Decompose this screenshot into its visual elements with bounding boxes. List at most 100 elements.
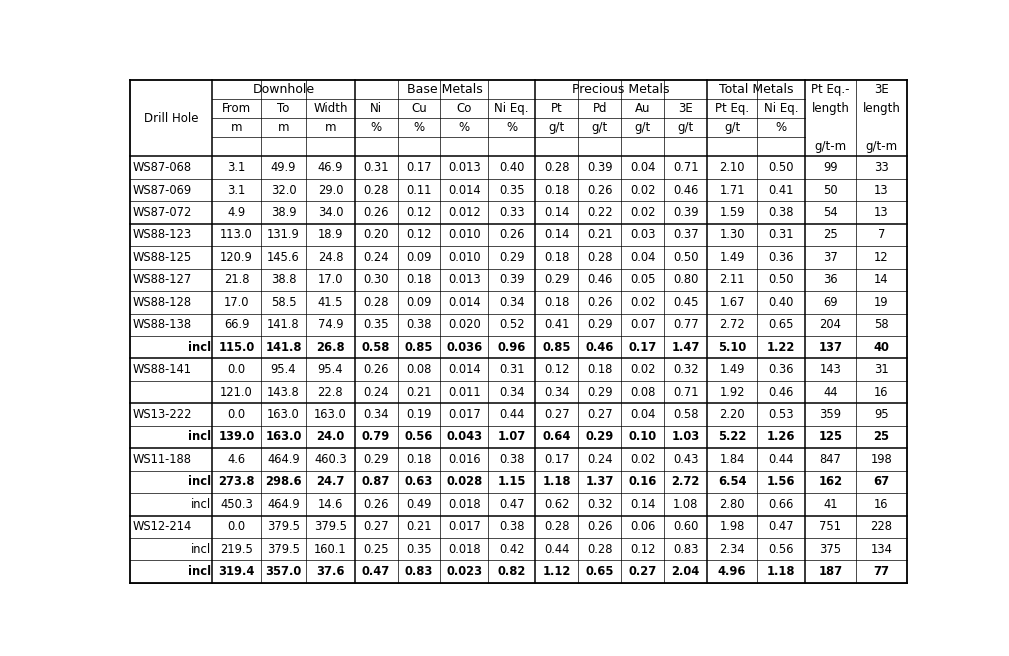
Text: 113.0: 113.0 [220, 228, 253, 241]
Text: 0.17: 0.17 [629, 340, 657, 354]
Text: 0.013: 0.013 [448, 274, 480, 287]
Text: 0.27: 0.27 [629, 565, 657, 578]
Text: 0.34: 0.34 [498, 296, 525, 309]
Text: 5.10: 5.10 [718, 340, 747, 354]
Text: 0.52: 0.52 [498, 318, 525, 331]
Text: 0.85: 0.85 [405, 340, 433, 354]
Text: 0.0: 0.0 [227, 520, 245, 533]
Text: 13: 13 [874, 206, 889, 219]
Text: 0.28: 0.28 [363, 296, 388, 309]
Text: length: length [863, 102, 900, 115]
Text: 0.27: 0.27 [544, 408, 569, 421]
Text: incl: incl [191, 543, 211, 556]
Text: incl: incl [188, 340, 211, 354]
Text: 0.24: 0.24 [363, 251, 388, 264]
Text: 16: 16 [874, 498, 889, 511]
Text: 0.04: 0.04 [630, 408, 655, 421]
Text: 0.42: 0.42 [498, 543, 525, 556]
Text: 0.46: 0.46 [673, 184, 698, 197]
Text: 0.17: 0.17 [544, 453, 569, 466]
Text: 319.4: 319.4 [218, 565, 254, 578]
Text: 0.16: 0.16 [629, 476, 657, 488]
Text: g/t: g/t [724, 121, 741, 134]
Text: 0.35: 0.35 [498, 184, 525, 197]
Text: 0.04: 0.04 [630, 251, 655, 264]
Text: m: m [231, 121, 242, 134]
Text: 0.35: 0.35 [407, 543, 432, 556]
Text: 464.9: 464.9 [267, 498, 300, 511]
Text: 219.5: 219.5 [220, 543, 253, 556]
Text: To: To [277, 102, 290, 115]
Text: 99: 99 [823, 161, 837, 174]
Text: 0.12: 0.12 [407, 228, 432, 241]
Text: 298.6: 298.6 [265, 476, 302, 488]
Text: g/t: g/t [677, 121, 694, 134]
Text: WS87-068: WS87-068 [132, 161, 192, 174]
Text: 0.29: 0.29 [498, 251, 525, 264]
Text: 0.49: 0.49 [407, 498, 432, 511]
Text: 0.06: 0.06 [630, 520, 655, 533]
Text: 0.28: 0.28 [587, 543, 612, 556]
Text: 0.09: 0.09 [407, 251, 432, 264]
Text: 0.18: 0.18 [407, 274, 432, 287]
Text: 379.5: 379.5 [314, 520, 347, 533]
Text: 31: 31 [874, 363, 889, 376]
Text: Downhole: Downhole [252, 83, 315, 96]
Text: 1.07: 1.07 [497, 430, 526, 443]
Text: %: % [414, 121, 425, 134]
Text: incl: incl [191, 498, 211, 511]
Text: 24.7: 24.7 [316, 476, 345, 488]
Text: 4.6: 4.6 [227, 453, 245, 466]
Text: 0.14: 0.14 [544, 228, 569, 241]
Text: 0.44: 0.44 [498, 408, 525, 421]
Text: 0.58: 0.58 [673, 408, 698, 421]
Text: 26.8: 26.8 [316, 340, 345, 354]
Text: 0.10: 0.10 [629, 430, 657, 443]
Text: WS88-138: WS88-138 [132, 318, 192, 331]
Text: 0.63: 0.63 [405, 476, 433, 488]
Text: g/t: g/t [549, 121, 565, 134]
Text: 163.0: 163.0 [265, 430, 302, 443]
Text: 36: 36 [823, 274, 837, 287]
Text: 1.26: 1.26 [767, 430, 795, 443]
Text: 44: 44 [823, 386, 837, 399]
Text: 2.20: 2.20 [719, 408, 745, 421]
Text: Pt Eq.: Pt Eq. [715, 102, 749, 115]
Text: 131.9: 131.9 [267, 228, 300, 241]
Text: 0.30: 0.30 [363, 274, 388, 287]
Text: 0.12: 0.12 [630, 543, 656, 556]
Text: 0.02: 0.02 [630, 363, 656, 376]
Text: 67: 67 [874, 476, 890, 488]
Text: 847: 847 [819, 453, 842, 466]
Text: WS88-141: WS88-141 [132, 363, 192, 376]
Text: 162: 162 [818, 476, 843, 488]
Text: 120.9: 120.9 [220, 251, 253, 264]
Text: 0.010: 0.010 [448, 251, 480, 264]
Text: 2.04: 2.04 [671, 565, 699, 578]
Text: %: % [775, 121, 786, 134]
Text: 0.26: 0.26 [363, 498, 388, 511]
Text: 0.26: 0.26 [363, 206, 388, 219]
Text: 77: 77 [874, 565, 890, 578]
Text: 0.65: 0.65 [768, 318, 794, 331]
Text: 0.11: 0.11 [407, 184, 432, 197]
Text: 0.14: 0.14 [630, 498, 655, 511]
Text: 141.8: 141.8 [267, 318, 300, 331]
Text: 3.1: 3.1 [227, 184, 245, 197]
Text: 24.8: 24.8 [318, 251, 343, 264]
Text: 0.017: 0.017 [448, 408, 480, 421]
Text: 0.08: 0.08 [630, 386, 655, 399]
Text: 0.26: 0.26 [498, 228, 525, 241]
Text: 0.0: 0.0 [227, 408, 245, 421]
Text: 357.0: 357.0 [265, 565, 302, 578]
Text: 0.28: 0.28 [363, 184, 388, 197]
Text: 0.64: 0.64 [543, 430, 571, 443]
Text: 21.8: 21.8 [224, 274, 249, 287]
Text: 1.47: 1.47 [671, 340, 700, 354]
Text: 0.32: 0.32 [587, 498, 612, 511]
Text: 0.24: 0.24 [363, 386, 388, 399]
Text: 0.023: 0.023 [446, 565, 482, 578]
Text: 0.47: 0.47 [768, 520, 794, 533]
Text: 1.71: 1.71 [719, 184, 745, 197]
Text: 1.92: 1.92 [719, 386, 745, 399]
